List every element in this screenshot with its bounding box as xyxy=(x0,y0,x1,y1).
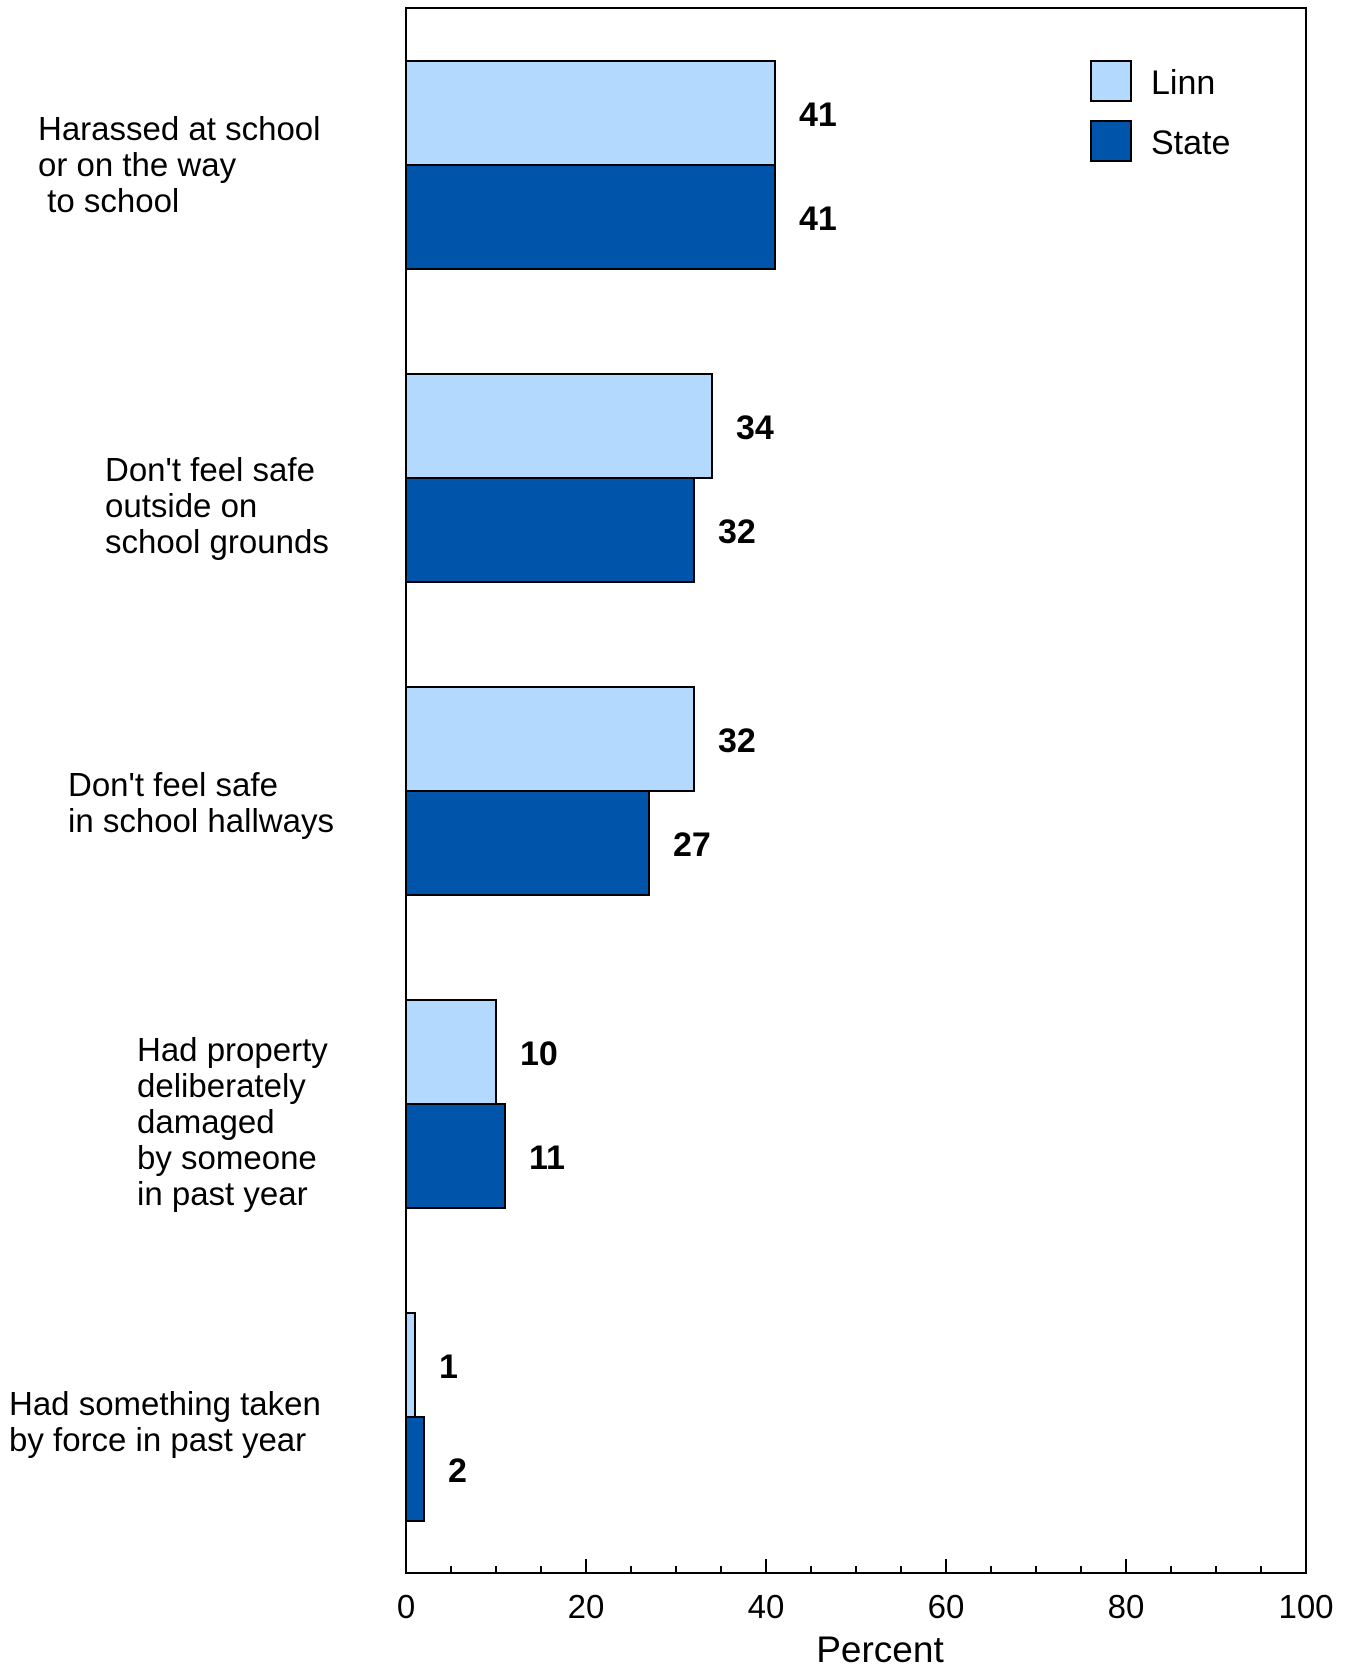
data-label: 10 xyxy=(520,1035,558,1073)
legend-swatch-linn xyxy=(1090,60,1132,102)
category-label: Don't feel safe outside on school ground… xyxy=(105,451,329,560)
legend-label-linn: Linn xyxy=(1151,64,1215,102)
data-label: 2 xyxy=(448,1452,467,1490)
x-tick-label: 100 xyxy=(1278,1588,1333,1625)
data-label: 32 xyxy=(718,722,756,760)
data-label: 27 xyxy=(673,826,711,864)
data-label: 41 xyxy=(799,200,837,238)
x-axis-label: Percent xyxy=(816,1629,944,1670)
bar-state xyxy=(405,164,776,270)
x-tick-label: 0 xyxy=(397,1588,415,1625)
data-label: 32 xyxy=(718,513,756,551)
legend-swatch-state xyxy=(1090,120,1132,162)
category-label: Had something taken by force in past yea… xyxy=(9,1385,321,1458)
bar-state xyxy=(405,1103,506,1209)
bar-state xyxy=(405,1416,425,1522)
bar-linn xyxy=(405,686,695,792)
data-label: 34 xyxy=(736,409,774,447)
legend-label-state: State xyxy=(1151,124,1230,162)
x-tick-label: 40 xyxy=(748,1588,785,1625)
x-tick-label: 20 xyxy=(568,1588,605,1625)
data-label: 1 xyxy=(439,1348,458,1386)
bar-linn xyxy=(405,60,776,166)
data-label: 11 xyxy=(529,1139,565,1177)
category-label: Had property deliberately damaged by som… xyxy=(137,1031,328,1212)
data-label: 41 xyxy=(799,96,837,134)
bar-state xyxy=(405,477,695,583)
bar-linn xyxy=(405,373,713,479)
x-tick-label: 60 xyxy=(928,1588,965,1625)
category-label: Don't feel safe in school hallways xyxy=(68,766,334,839)
bar-state xyxy=(405,790,650,896)
x-tick-label: 80 xyxy=(1108,1588,1145,1625)
bar-linn xyxy=(405,999,497,1105)
category-label: Harassed at school or on the way to scho… xyxy=(38,110,321,219)
bar-linn xyxy=(405,1312,416,1418)
